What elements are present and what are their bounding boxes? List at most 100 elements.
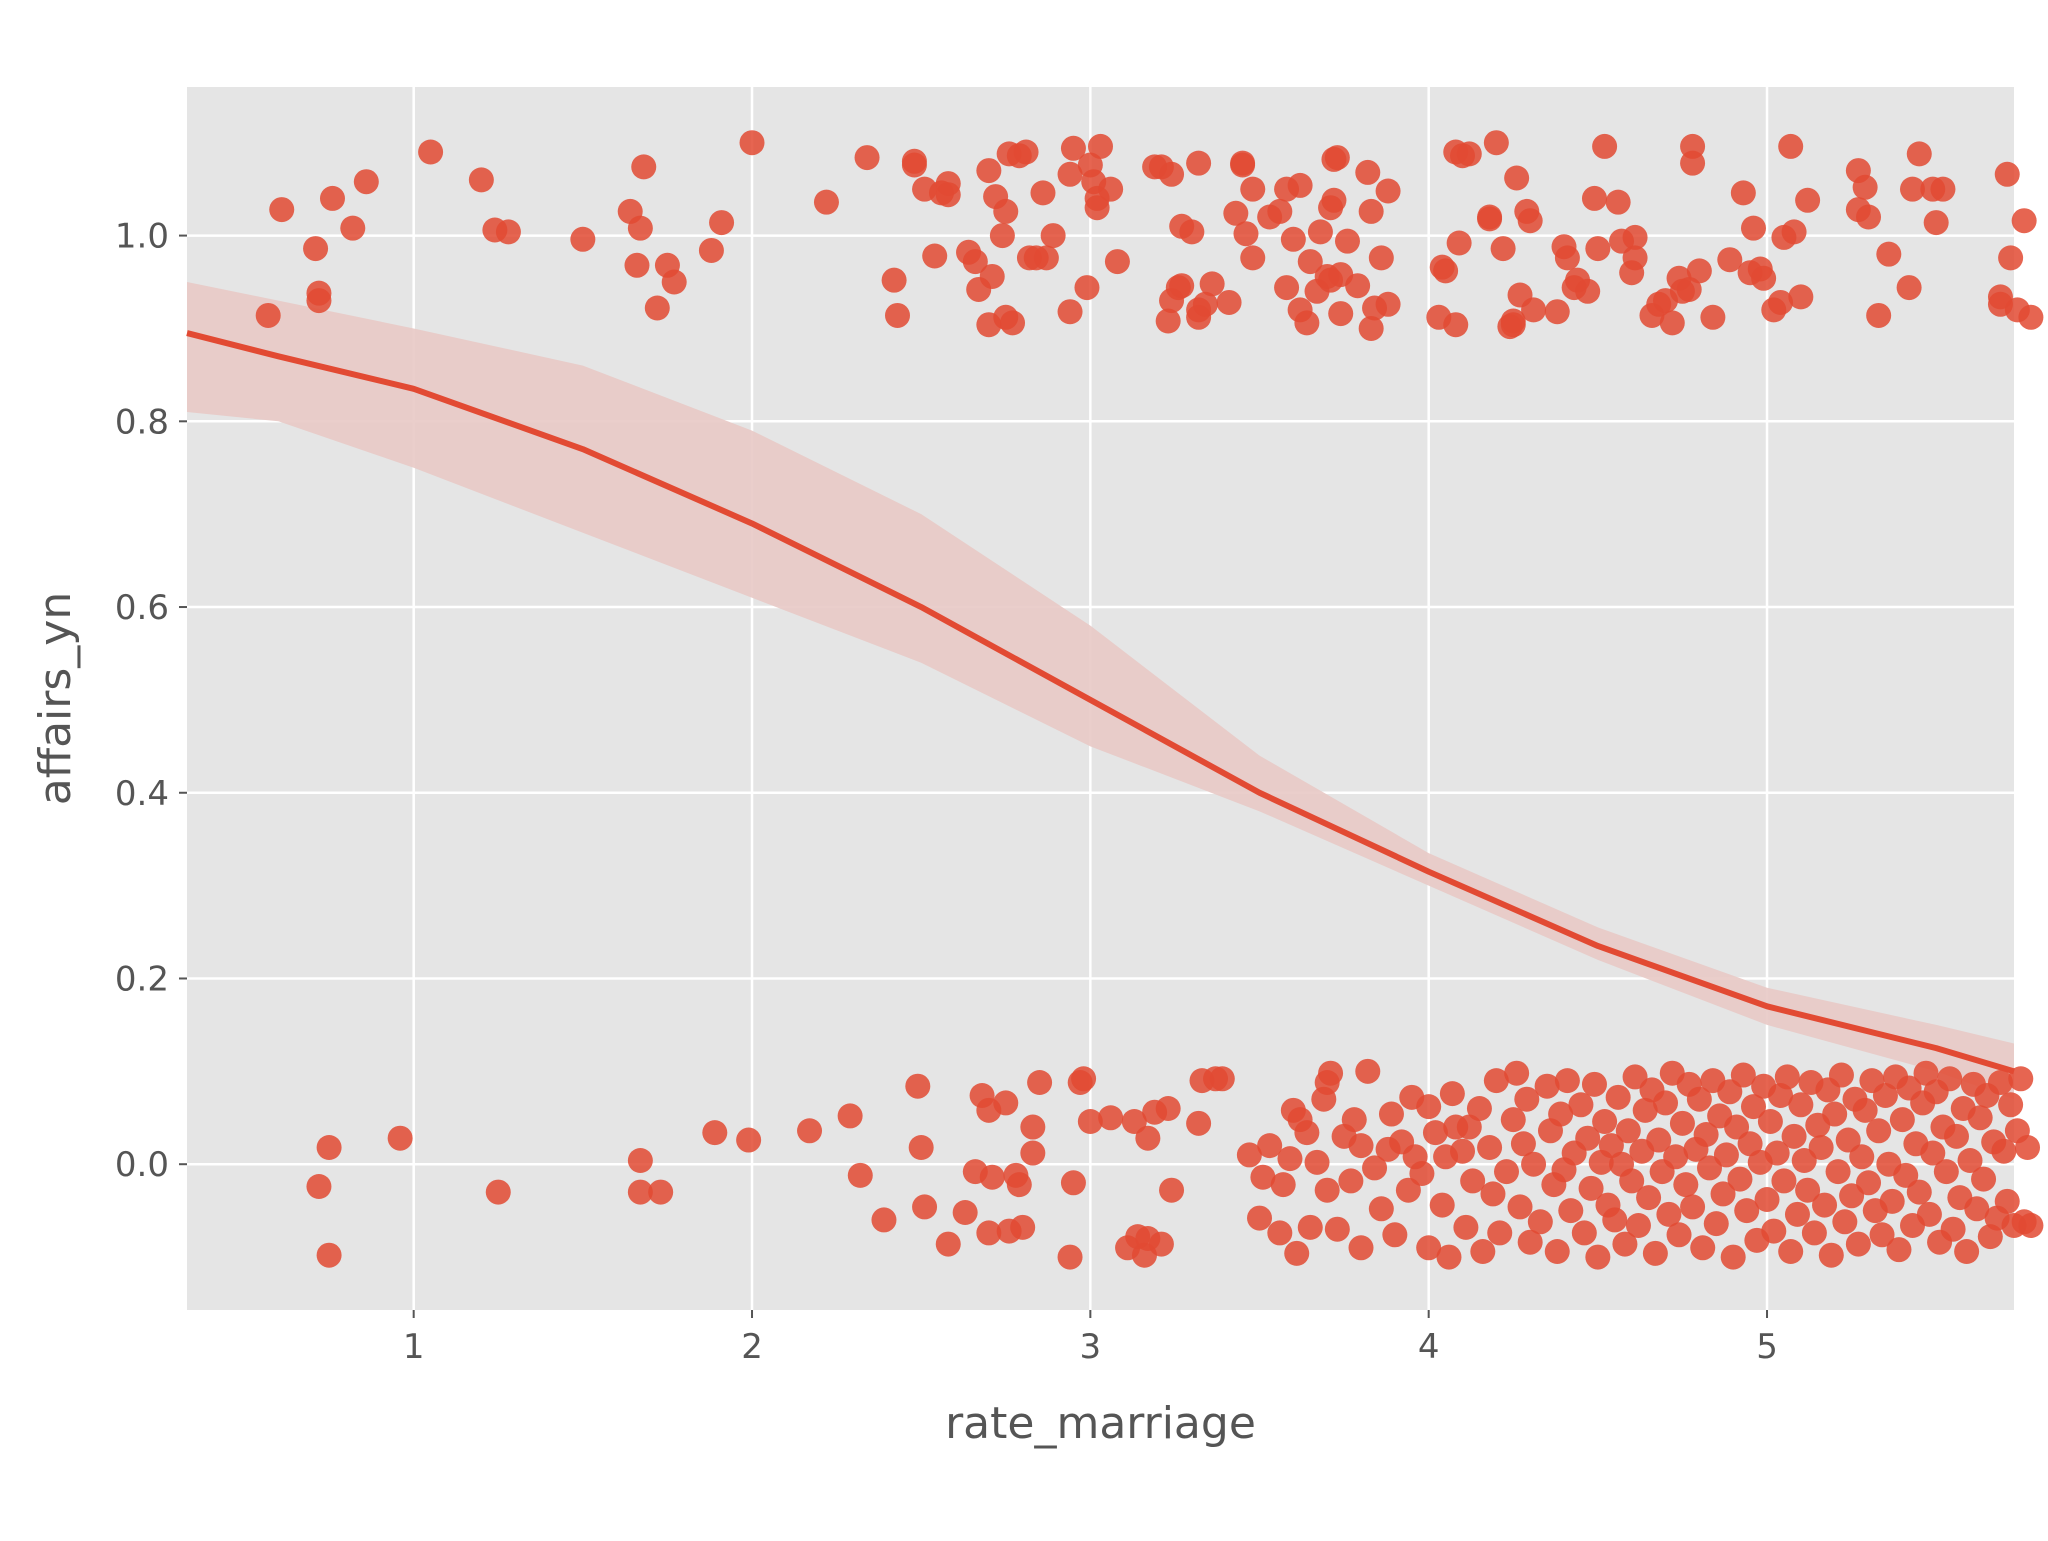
data-point bbox=[1592, 133, 1618, 159]
data-point bbox=[1737, 1131, 1763, 1157]
data-point bbox=[1345, 273, 1371, 299]
data-point bbox=[1717, 1079, 1743, 1105]
data-point bbox=[1720, 1244, 1746, 1270]
data-point bbox=[1074, 275, 1100, 301]
data-point bbox=[1240, 245, 1266, 271]
confidence-band-layer bbox=[187, 282, 2014, 1100]
data-point bbox=[1429, 1192, 1455, 1218]
data-point bbox=[1040, 223, 1066, 249]
data-point bbox=[1504, 165, 1530, 191]
data-point bbox=[2011, 208, 2037, 234]
data-point bbox=[1872, 1082, 1898, 1108]
data-point bbox=[1703, 1211, 1729, 1237]
data-point bbox=[1930, 176, 1956, 202]
data-point bbox=[1368, 245, 1394, 271]
data-point bbox=[1812, 1192, 1838, 1218]
data-point bbox=[303, 236, 329, 262]
data-point bbox=[255, 302, 281, 328]
data-point bbox=[1318, 1060, 1344, 1086]
data-point bbox=[905, 1073, 931, 1099]
data-point bbox=[1071, 1066, 1097, 1092]
data-point bbox=[1487, 1220, 1513, 1246]
data-point bbox=[993, 198, 1019, 224]
data-point bbox=[570, 226, 596, 252]
data-point bbox=[1845, 1231, 1871, 1257]
data-point bbox=[739, 130, 765, 156]
data-point bbox=[1646, 1127, 1672, 1153]
data-point bbox=[1991, 1138, 2017, 1164]
data-point bbox=[1832, 1209, 1858, 1235]
data-point bbox=[1852, 174, 1878, 200]
data-point bbox=[1446, 230, 1472, 256]
data-point bbox=[1209, 1066, 1235, 1092]
data-point bbox=[644, 295, 670, 321]
data-point bbox=[1849, 1144, 1875, 1170]
data-point bbox=[418, 139, 444, 165]
data-point bbox=[1896, 275, 1922, 301]
data-point bbox=[1527, 1209, 1553, 1235]
data-point bbox=[1940, 1216, 1966, 1242]
data-point bbox=[1636, 1185, 1662, 1211]
data-point bbox=[935, 1231, 961, 1257]
data-point bbox=[901, 148, 927, 174]
data-point bbox=[1751, 265, 1777, 291]
data-point bbox=[1632, 1097, 1658, 1123]
data-point bbox=[1460, 1168, 1486, 1194]
data-point bbox=[1521, 1151, 1547, 1177]
data-point bbox=[1788, 1092, 1814, 1118]
data-point bbox=[1987, 1069, 2013, 1095]
data-point bbox=[1801, 1220, 1827, 1246]
data-point bbox=[1470, 1238, 1496, 1264]
data-point bbox=[1199, 271, 1225, 297]
data-point bbox=[1148, 1231, 1174, 1257]
data-point bbox=[1778, 1238, 1804, 1264]
data-point bbox=[1104, 249, 1130, 275]
data-point bbox=[1994, 161, 2020, 187]
data-point bbox=[1030, 180, 1056, 206]
data-point bbox=[1585, 1244, 1611, 1270]
data-point bbox=[495, 219, 521, 245]
data-point bbox=[702, 1120, 728, 1146]
data-point bbox=[993, 1090, 1019, 1116]
data-point bbox=[1483, 1068, 1509, 1094]
data-point bbox=[1494, 1159, 1519, 1185]
data-point bbox=[1724, 1114, 1750, 1140]
data-point bbox=[1612, 1231, 1638, 1257]
data-point bbox=[979, 1164, 1005, 1190]
data-point bbox=[1835, 1127, 1861, 1153]
data-point bbox=[1697, 1155, 1722, 1181]
confidence-band bbox=[187, 282, 2014, 1100]
data-point bbox=[1517, 1229, 1543, 1255]
data-point bbox=[1575, 278, 1601, 304]
data-point bbox=[1422, 1120, 1448, 1146]
data-point bbox=[1382, 1222, 1408, 1248]
data-point bbox=[1338, 1168, 1364, 1194]
data-point bbox=[1971, 1166, 1997, 1192]
data-point bbox=[1521, 297, 1547, 323]
fit-line-layer bbox=[186, 330, 2015, 1075]
data-point bbox=[1013, 139, 1039, 165]
data-point bbox=[1889, 1107, 1915, 1133]
data-point bbox=[1575, 1125, 1601, 1151]
data-point bbox=[1375, 291, 1401, 317]
data-point bbox=[1886, 1237, 1912, 1263]
data-point bbox=[1686, 1086, 1712, 1112]
data-point bbox=[1740, 215, 1766, 241]
data-point bbox=[306, 1173, 332, 1199]
data-point bbox=[1784, 1201, 1810, 1227]
data-point bbox=[269, 197, 295, 223]
data-point bbox=[1622, 224, 1648, 250]
data-point bbox=[1839, 1183, 1865, 1209]
data-point bbox=[1554, 245, 1580, 271]
data-point bbox=[468, 167, 494, 193]
data-point bbox=[1233, 221, 1259, 247]
data-point bbox=[1713, 1142, 1739, 1168]
data-point bbox=[922, 243, 948, 269]
data-point bbox=[1375, 178, 1401, 204]
data-point bbox=[316, 1134, 342, 1160]
data-point bbox=[1155, 308, 1181, 334]
data-point bbox=[387, 1125, 413, 1151]
data-point bbox=[1585, 236, 1611, 262]
data-point bbox=[1602, 1207, 1628, 1233]
